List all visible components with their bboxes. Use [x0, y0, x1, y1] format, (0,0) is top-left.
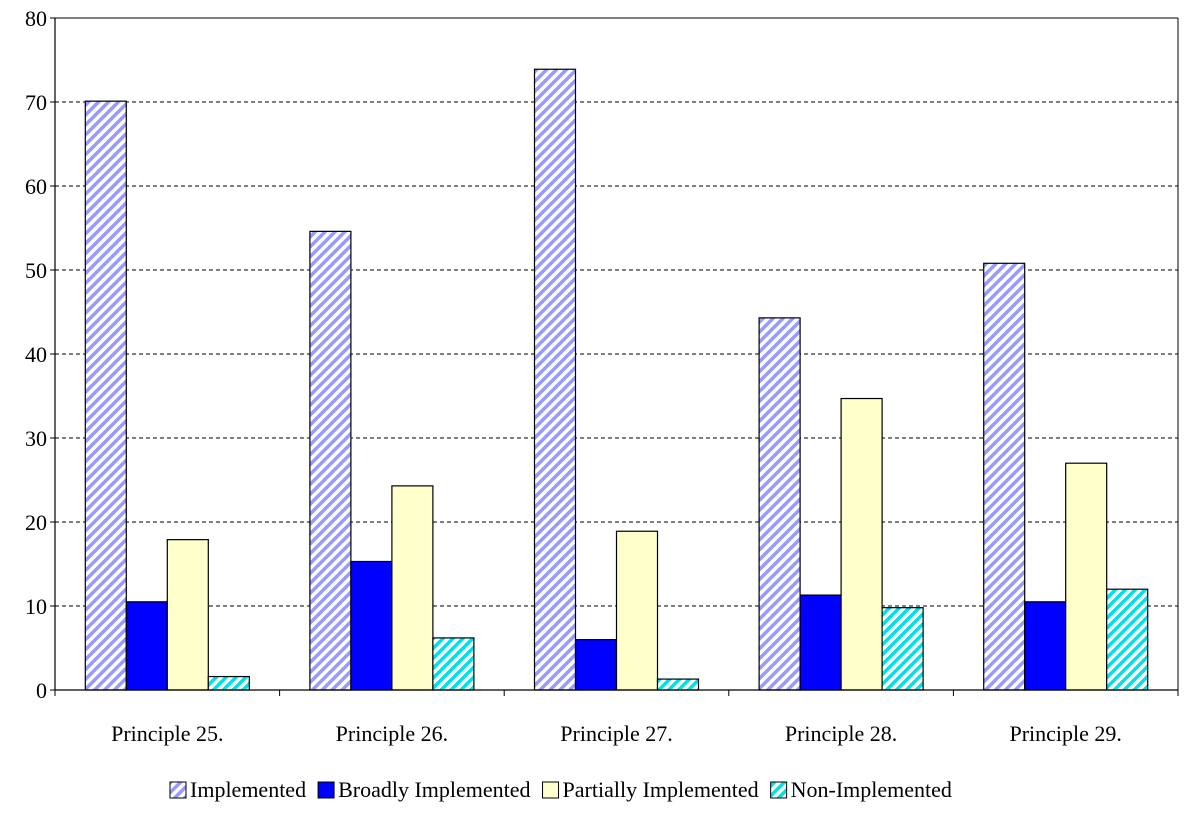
y-tick-label: 10 — [25, 594, 47, 619]
bar — [309, 230, 352, 691]
x-tick-label: Principle 27. — [560, 721, 672, 746]
y-tick-label: 30 — [25, 426, 47, 451]
bar — [432, 637, 475, 691]
bar — [1065, 462, 1108, 691]
legend-label: Broadly Implemented — [338, 777, 530, 802]
y-tick-label: 70 — [25, 90, 47, 115]
bar — [983, 262, 1026, 691]
legend-swatch — [542, 781, 560, 799]
bar — [84, 100, 127, 691]
y-tick-label: 50 — [25, 258, 47, 283]
y-tick-labels: 0 10 20 30 40 50 60 70 80 — [25, 6, 47, 703]
bar — [166, 539, 209, 691]
bar — [533, 68, 577, 691]
y-tick-label: 0 — [36, 678, 47, 703]
axes — [50, 17, 1179, 696]
x-tick-label: Principle 28. — [785, 721, 897, 746]
bar — [391, 485, 434, 691]
bar — [1106, 588, 1149, 691]
bar — [656, 678, 700, 691]
bar — [125, 601, 168, 691]
bar — [1024, 601, 1067, 691]
bar — [615, 530, 659, 691]
legend-swatch — [317, 781, 335, 799]
legend: Implemented Broadly Implemented Partially … — [169, 777, 952, 802]
bar — [799, 594, 842, 691]
bar — [881, 607, 924, 691]
bar — [350, 560, 393, 691]
x-tick-label: Principle 26. — [336, 721, 448, 746]
bar — [207, 675, 250, 691]
y-tick-label: 20 — [25, 510, 47, 535]
x-tick-label: Principle 29. — [1009, 721, 1121, 746]
legend-label: Implemented — [190, 777, 306, 802]
y-tick-label: 60 — [25, 174, 47, 199]
legend-label: Partially Implemented — [563, 777, 759, 802]
legend-label: Non-Implemented — [791, 777, 952, 802]
bar — [840, 397, 883, 691]
y-tick-label: 80 — [25, 6, 47, 31]
legend-swatch — [770, 781, 788, 799]
bar — [574, 638, 618, 691]
x-tick-labels: Principle 25. Principle 26. Principle 27. P… — [111, 721, 1122, 746]
y-tick-label: 40 — [25, 342, 47, 367]
bars — [84, 68, 1149, 691]
legend-swatch — [169, 781, 187, 799]
bar — [758, 317, 801, 691]
x-tick-label: Principle 25. — [111, 721, 223, 746]
